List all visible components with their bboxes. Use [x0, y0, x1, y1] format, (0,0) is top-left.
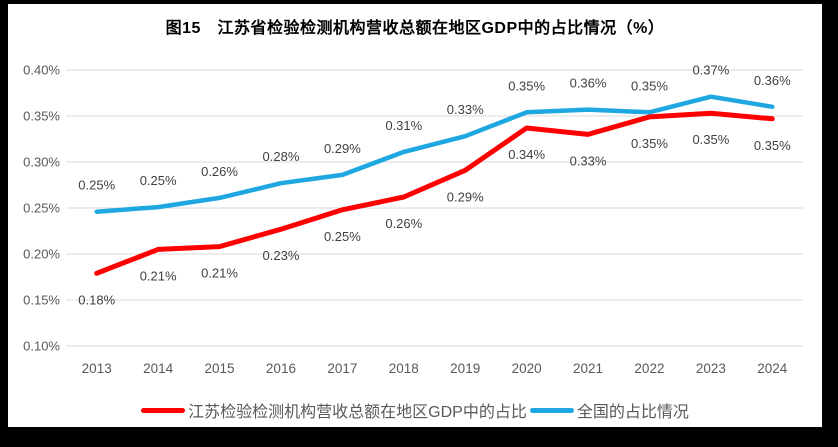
national-line-swatch — [529, 407, 574, 413]
chart-legend: 江苏检验检测机构营收总额在地区GDP中的占比 全国的占比情况 — [8, 399, 822, 421]
legend-item-jiangsu: 江苏检验检测机构营收总额在地区GDP中的占比 — [141, 398, 527, 422]
chart-title: 图15 江苏省检验检测机构营收总额在地区GDP中的占比情况（%） — [165, 20, 665, 37]
chart-canvas — [8, 4, 822, 427]
jiangsu-line-swatch — [141, 407, 186, 413]
legend-label-national: 全国的占比情况 — [576, 404, 689, 421]
legend-item-national: 全国的占比情况 — [529, 398, 689, 422]
legend-label-jiangsu: 江苏检验检测机构营收总额在地区GDP中的占比 — [188, 404, 527, 421]
